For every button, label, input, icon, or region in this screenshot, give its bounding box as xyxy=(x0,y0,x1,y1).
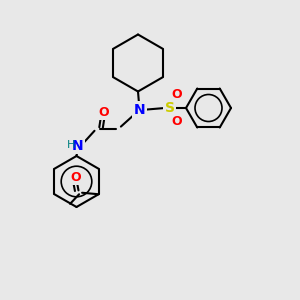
Text: S: S xyxy=(164,101,175,115)
Text: H: H xyxy=(67,140,76,151)
Text: O: O xyxy=(98,106,109,119)
Text: O: O xyxy=(71,171,81,184)
Text: O: O xyxy=(172,115,182,128)
Text: H: H xyxy=(70,140,78,151)
Text: O: O xyxy=(172,88,182,101)
Text: N: N xyxy=(134,103,145,116)
Text: N: N xyxy=(72,139,84,152)
